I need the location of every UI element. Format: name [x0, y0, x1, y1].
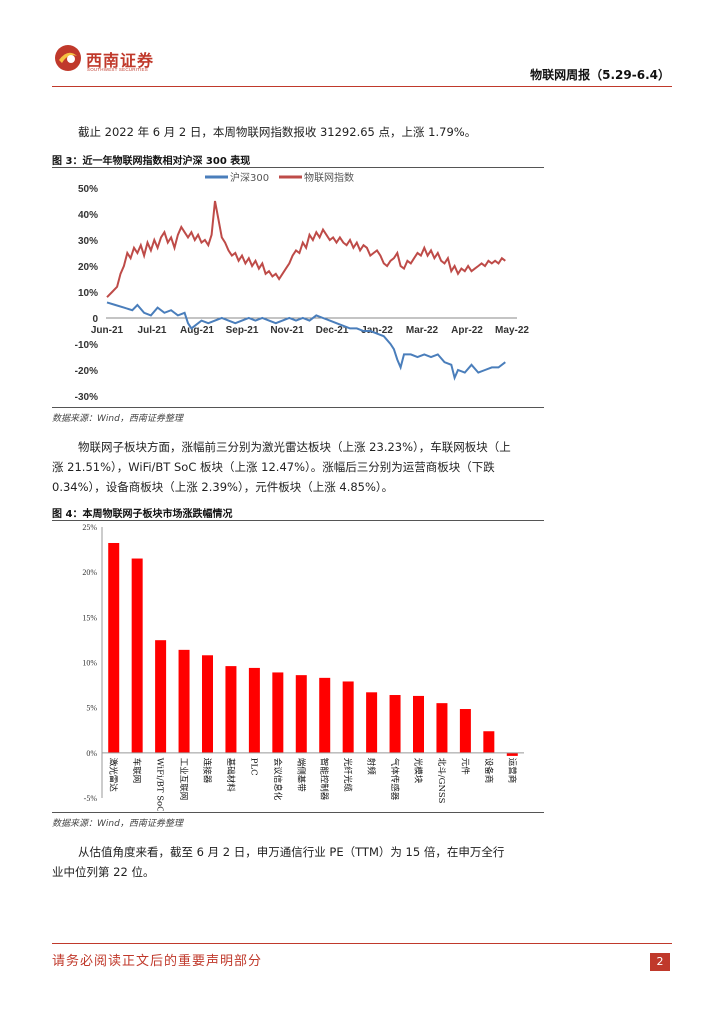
y-tick-label: 20% — [82, 568, 97, 577]
figure4-bar-chart: 25% 20% 15% 10% 5% 0% -5% 激光雷达 车联网 WiFi/BT… — [82, 523, 524, 811]
x-tick-label: Mar-22 — [406, 325, 439, 336]
bar — [459, 709, 471, 753]
x-tick-label: May-22 — [495, 325, 529, 336]
bar — [131, 558, 143, 753]
category-label: 会议信息化 — [272, 758, 283, 801]
paragraph-subsectors-line1: 物联网子板块方面，涨幅前三分别为激光雷达板块（上涨 23.23%），车联网板块（… — [78, 440, 511, 454]
category-label: PLC — [248, 758, 258, 776]
figure3-title: 图 3：近一年物联网指数相对沪深 300 表现 — [52, 156, 251, 167]
x-tick-label: Nov-21 — [270, 325, 304, 336]
series-line-iot-index — [106, 200, 506, 298]
bar — [272, 672, 284, 753]
y-tick-label: 15% — [82, 613, 97, 622]
figure3-top-rule — [52, 167, 544, 168]
category-label: 车联网 — [131, 758, 142, 784]
bar — [178, 649, 190, 753]
y-axis-ticks: 50% 40% 30% 20% 10% 0 -10% -20% -30% — [75, 184, 99, 403]
category-label: 工业互联网 — [178, 758, 189, 801]
category-label: 光模块 — [413, 758, 424, 784]
category-label: 元件 — [459, 758, 470, 776]
paragraph-index-close: 截止 2022 年 6 月 2 日，本周物联网指数报收 31292.65 点，上… — [78, 125, 477, 139]
bar — [295, 675, 307, 753]
logo-name: 西南证券 — [86, 51, 155, 70]
x-tick-label: Sep-21 — [226, 325, 259, 336]
y-tick-label: 25% — [82, 523, 97, 532]
y-tick-label: 0 — [92, 314, 98, 325]
bar — [202, 655, 213, 753]
category-label: 智能控制器 — [319, 758, 330, 801]
paragraph-valuation-line1: 从估值角度来看，截至 6 月 2 日，申万通信行业 PE（TTM）为 15 倍，… — [78, 845, 505, 859]
footer-divider — [52, 943, 672, 944]
category-label: 连接器 — [202, 758, 213, 784]
category-label: WiFi/BT SoC — [155, 758, 165, 811]
figure4-title: 图 4：本周物联网子板块市场涨跌幅情况 — [52, 509, 233, 520]
y-tick-label: -20% — [75, 366, 98, 377]
y-tick-label: 40% — [78, 210, 98, 221]
category-label: 光纤光缆 — [342, 758, 353, 793]
logo-emblem-icon — [55, 45, 81, 71]
bar — [248, 667, 260, 753]
disclaimer-notice: 请务必阅读正文后的重要声明部分 — [52, 954, 263, 969]
figure3-line-chart: 沪深300 物联网指数 50% 40% 30% 20% 10% 0 -10% -… — [75, 171, 530, 403]
x-tick-label: Dec-21 — [316, 325, 349, 336]
y-tick-label: 0% — [86, 749, 97, 758]
bar — [225, 666, 237, 753]
bar — [413, 695, 424, 753]
figure3-source: 数据来源：Wind，西南证券整理 — [52, 414, 183, 424]
paragraph-subsectors-line2: 涨 21.51%），WiFi/BT SoC 板块（上涨 12.47%）。涨幅后三… — [52, 460, 495, 474]
y-tick-label: -30% — [75, 392, 98, 403]
bar — [366, 692, 378, 753]
bars — [108, 542, 518, 756]
bar — [483, 731, 495, 753]
logo-english: SOUTHWEST SECURITIES — [87, 67, 148, 72]
y-tick-label: 5% — [86, 704, 97, 713]
figure3-bottom-rule — [52, 407, 544, 408]
bar — [389, 695, 401, 753]
figure4-top-rule — [52, 520, 544, 521]
header-divider — [52, 86, 672, 87]
legend-iot-label: 物联网指数 — [304, 171, 354, 184]
series-line-hs300 — [106, 301, 506, 381]
legend-hs300-label: 沪深300 — [230, 171, 269, 184]
y-axis-ticks: 25% 20% 15% 10% 5% 0% -5% — [82, 523, 97, 803]
y-tick-label: -10% — [75, 340, 98, 351]
category-label: 北斗/GNSS — [436, 758, 446, 804]
category-label: 气体传感器 — [389, 758, 400, 801]
y-tick-label: 10% — [78, 288, 98, 299]
category-label: 激光雷达 — [108, 758, 119, 793]
bar — [108, 542, 120, 753]
x-tick-label: Apr-22 — [451, 325, 483, 336]
bar — [436, 703, 448, 753]
logo: 西南证券 SOUTHWEST SECURITIES — [54, 40, 164, 76]
paragraph-subsectors-line3: 0.34%），设备商板块（上涨 2.39%），元件板块（上涨 4.85%）。 — [52, 480, 394, 494]
page-number: 2 — [650, 953, 670, 971]
category-labels: 激光雷达 车联网 WiFi/BT SoC 工业互联网 连接器 基础材料 PLC 会议信息化 端侧… — [108, 758, 518, 811]
category-label: 设备商 — [483, 758, 494, 784]
x-tick-label: Jan-22 — [361, 325, 393, 336]
x-axis-ticks: Jun-21 Jul-21 Aug-21 Sep-21 Nov-21 Dec-2… — [91, 325, 530, 336]
category-label: 基础材料 — [225, 758, 236, 793]
bar — [319, 677, 331, 753]
paragraph-valuation-line2: 业中位列第 22 位。 — [52, 865, 155, 879]
x-tick-label: Jul-21 — [138, 325, 167, 336]
x-tick-label: Aug-21 — [180, 325, 214, 336]
figure4-source: 数据来源：Wind，西南证券整理 — [52, 819, 183, 829]
y-tick-label: 10% — [82, 659, 97, 668]
category-label: 射频 — [366, 758, 377, 776]
y-tick-label: 30% — [78, 236, 98, 247]
bar — [506, 752, 518, 756]
report-title: 物联网周报（5.29-6.4） — [530, 68, 670, 82]
y-tick-label: -5% — [84, 794, 98, 803]
bar — [342, 681, 354, 753]
bar — [155, 640, 167, 753]
x-tick-label: Jun-21 — [91, 325, 124, 336]
category-label: 端侧基带 — [295, 758, 306, 793]
category-label: 运营商 — [506, 758, 517, 784]
figure4-bottom-rule — [52, 812, 544, 813]
y-tick-label: 50% — [78, 184, 98, 195]
y-tick-label: 20% — [78, 262, 98, 273]
